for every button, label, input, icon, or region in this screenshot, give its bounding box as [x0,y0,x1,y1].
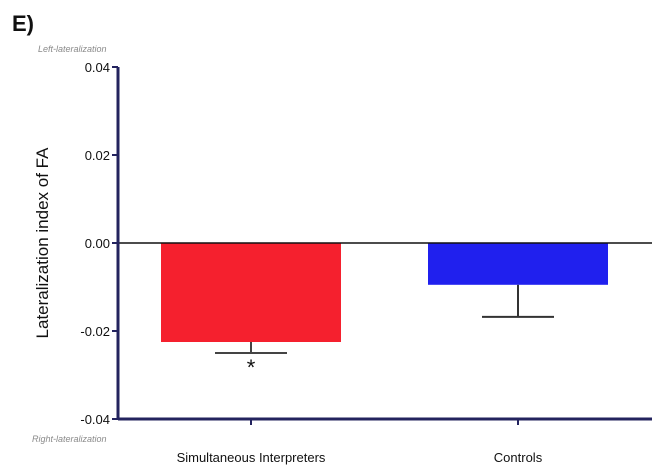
bottom-note: Right-lateralization [32,434,107,444]
x-category-label-1: Controls [494,450,543,465]
x-category-label-0: Simultaneous Interpreters [177,450,326,465]
bar-0 [161,243,341,342]
panel-label: E) [12,11,34,36]
y-tick-label-2: 0.00 [85,236,110,251]
plot-area: * 0.04 0.02 0.00 -0.02 -0.04 Simultaneous Inte… [80,60,652,465]
y-tick-label-4: -0.04 [80,412,110,427]
significance-marker: * [247,355,256,380]
y-tick-label-1: 0.02 [85,148,110,163]
y-tick-label-3: -0.02 [80,324,110,339]
y-axis-label: Lateralization index of FA [33,147,52,339]
y-tick-label-0: 0.04 [85,60,110,75]
top-note: Left-lateralization [38,44,107,54]
bar-1 [428,243,608,285]
